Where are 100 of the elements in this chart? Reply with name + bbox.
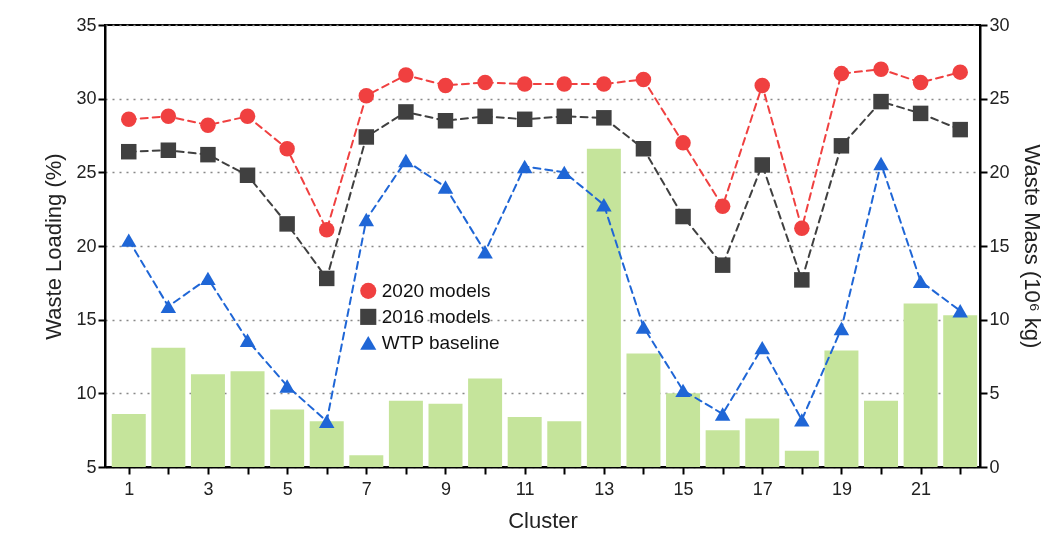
- point: [200, 271, 216, 286]
- point: [675, 383, 691, 398]
- y-tick-label: 25: [76, 161, 97, 182]
- bar: [428, 403, 463, 467]
- bar: [230, 371, 265, 467]
- point: [358, 87, 375, 104]
- point: [556, 108, 573, 125]
- point: [675, 135, 691, 151]
- bar: [903, 303, 938, 467]
- point: [358, 129, 375, 145]
- bar: [507, 416, 542, 467]
- point: [398, 153, 414, 168]
- y-tick-label: 15: [76, 309, 97, 330]
- x-tick-label: 19: [831, 478, 852, 499]
- bar: [705, 430, 740, 467]
- point: [754, 77, 770, 94]
- point: [912, 105, 929, 122]
- point: [160, 142, 177, 158]
- point: [160, 108, 177, 125]
- x-tick-label: 21: [911, 478, 932, 499]
- bar: [111, 413, 146, 467]
- x-tick-label: 7: [361, 478, 372, 499]
- point: [318, 222, 335, 238]
- y2-tick-label: 25: [989, 88, 1010, 109]
- point: [121, 143, 137, 160]
- point: [952, 304, 968, 318]
- x-tick-label: 9: [440, 478, 452, 499]
- bar: [190, 374, 225, 467]
- y2-tick-label: 0: [989, 456, 1000, 477]
- point: [794, 220, 810, 237]
- point: [437, 180, 454, 194]
- y-tick-label: 20: [76, 235, 97, 256]
- point: [794, 413, 810, 427]
- x-tick-label: 5: [282, 478, 293, 499]
- y-tick-label: 5: [86, 456, 97, 477]
- bar: [586, 148, 621, 467]
- bar: [468, 378, 503, 467]
- bar: [784, 450, 819, 467]
- y2-tick-label: 5: [989, 382, 1000, 403]
- point: [596, 110, 612, 126]
- point: [200, 146, 216, 163]
- point: [477, 74, 493, 91]
- point: [714, 257, 731, 273]
- point: [714, 407, 731, 421]
- point: [239, 333, 256, 347]
- point: [279, 141, 295, 157]
- point: [437, 113, 454, 129]
- point: [833, 321, 850, 336]
- bar: [151, 347, 186, 467]
- point: [121, 233, 137, 247]
- point: [833, 138, 850, 154]
- point: [873, 93, 889, 110]
- point: [516, 159, 533, 174]
- bar: [745, 418, 780, 467]
- point: [200, 117, 216, 133]
- bar: [626, 353, 661, 467]
- point: [556, 165, 573, 180]
- bar: [666, 393, 701, 467]
- point: [675, 208, 691, 225]
- point: [516, 76, 533, 92]
- x-tick-label: 17: [752, 478, 773, 499]
- point: [318, 414, 335, 429]
- point: [714, 198, 731, 214]
- legend-label: 2020 models: [381, 279, 491, 301]
- y-tick-label: 35: [76, 14, 97, 35]
- point: [477, 108, 493, 125]
- bar: [943, 315, 978, 467]
- bar: [547, 421, 582, 467]
- point: [239, 167, 256, 184]
- y-tick-label: 10: [76, 382, 97, 403]
- x-tick-label: 3: [203, 478, 214, 499]
- point: [121, 111, 137, 128]
- point: [279, 216, 295, 232]
- point: [952, 121, 968, 138]
- point: [912, 74, 929, 91]
- point: [596, 198, 612, 212]
- point: [437, 77, 454, 94]
- point: [833, 65, 850, 82]
- point: [754, 340, 770, 355]
- point: [318, 270, 335, 287]
- y2-tick-label: 30: [989, 14, 1010, 35]
- point: [398, 104, 414, 120]
- y2-tick-label: 20: [989, 161, 1010, 182]
- y2-tick-label: 15: [989, 235, 1010, 256]
- bar: [349, 455, 384, 467]
- x-tick-label: 13: [594, 478, 615, 499]
- point: [912, 274, 929, 289]
- y-tick-label: 30: [76, 88, 97, 109]
- x-tick-label: 15: [673, 478, 694, 499]
- point: [279, 379, 295, 393]
- bar: [864, 400, 899, 467]
- point: [873, 61, 889, 77]
- point: [794, 272, 810, 288]
- point: [754, 157, 770, 173]
- point: [477, 245, 493, 259]
- bar: [824, 350, 859, 467]
- point: [516, 111, 533, 128]
- point: [596, 76, 612, 92]
- x-axis-title: Cluster: [508, 507, 578, 533]
- point: [635, 71, 652, 88]
